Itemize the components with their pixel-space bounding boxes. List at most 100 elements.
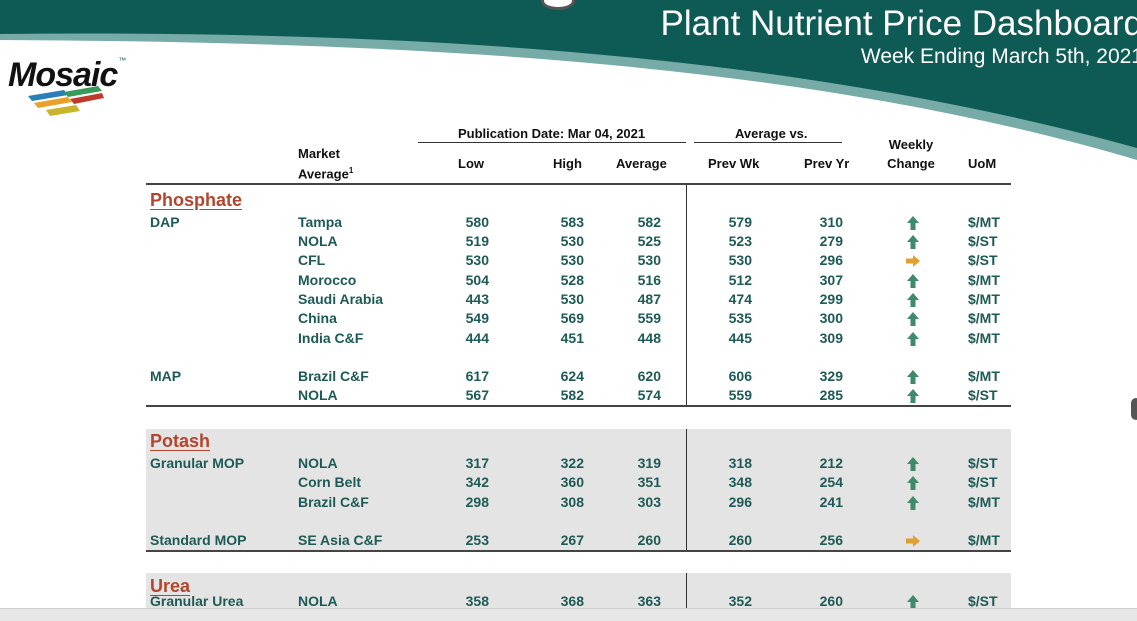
cell-product: Granular Urea — [150, 593, 244, 608]
cell-prev-yr: 309 — [819, 330, 843, 346]
cell-prev-yr: 241 — [819, 494, 843, 510]
cell-market: Saudi Arabia — [298, 291, 384, 307]
cell-low: 530 — [465, 252, 489, 268]
column-divider — [686, 429, 687, 550]
cell-prev-wk: 260 — [728, 532, 752, 548]
cell-average: 319 — [637, 455, 661, 471]
cell-average: 525 — [637, 233, 661, 249]
cell-prev-yr: 299 — [819, 291, 843, 307]
header-uom: UoM — [968, 156, 997, 171]
up-arrow-icon — [907, 293, 919, 307]
table-row: Morocco 504 528 516 512 307 $/MT — [146, 271, 1011, 290]
header-average-vs: Average vs. — [735, 126, 808, 141]
cell-high: 583 — [560, 214, 584, 230]
up-arrow-icon — [907, 370, 919, 384]
scroll-handle[interactable] — [1131, 398, 1137, 420]
header-high: High — [553, 156, 582, 171]
cell-low: 549 — [465, 310, 489, 326]
section-divider — [146, 550, 1011, 552]
cell-product: DAP — [150, 214, 180, 230]
cell-high: 267 — [560, 532, 584, 548]
cell-average: 559 — [637, 310, 661, 326]
page-title: Plant Nutrient Price Dashboard — [660, 4, 1137, 43]
average-vs-underline — [694, 142, 842, 143]
logo-stripes-icon — [28, 86, 104, 116]
header-publication-date: Publication Date: Mar 04, 2021 — [458, 126, 646, 141]
cell-market: Brazil C&F — [298, 368, 369, 384]
cell-low: 617 — [465, 368, 489, 384]
header-prev-yr: Prev Yr — [804, 156, 850, 171]
table-row: Standard MOP SE Asia C&F 253 267 260 260 256 $/… — [146, 531, 1011, 550]
cell-high: 528 — [560, 272, 584, 288]
cell-low: 342 — [465, 474, 489, 490]
cell-uom: $/MT — [968, 532, 1000, 548]
cell-prev-yr: 300 — [819, 310, 843, 326]
cell-prev-yr: 329 — [819, 368, 843, 384]
table-row: Saudi Arabia 443 530 487 474 299 $/MT — [146, 290, 1011, 309]
cell-low: 253 — [465, 532, 489, 548]
cell-uom: $/ST — [968, 252, 998, 268]
cell-uom: $/MT — [968, 214, 1000, 230]
cell-uom: $/ST — [968, 455, 998, 471]
section-phosphate: Phosphate — [146, 185, 1011, 407]
cell-product: MAP — [150, 368, 182, 384]
cell-prev-wk: 579 — [728, 214, 752, 230]
banner-dark-swoosh — [0, 0, 1137, 148]
cell-uom: $/ST — [968, 474, 998, 490]
cell-prev-yr: 279 — [819, 233, 843, 249]
cell-product: Standard MOP — [150, 532, 247, 548]
column-divider — [686, 185, 687, 405]
cell-average: 582 — [637, 214, 661, 230]
header-weekly: Weekly — [888, 137, 934, 152]
cell-high: 530 — [560, 233, 584, 249]
cell-market: NOLA — [298, 233, 338, 249]
cell-market: Brazil C&F — [298, 494, 369, 510]
cell-prev-yr: 212 — [819, 455, 843, 471]
header-average: Average — [616, 156, 667, 171]
cell-prev-yr: 296 — [819, 252, 843, 268]
cell-market: Morocco — [298, 272, 357, 288]
cell-high: 624 — [560, 368, 584, 384]
header-change: Change — [887, 156, 935, 171]
cell-prev-yr: 256 — [819, 532, 843, 548]
header-market-average: Market — [298, 146, 340, 161]
cell-prev-yr: 285 — [819, 387, 843, 403]
cell-market: Corn Belt — [298, 474, 361, 490]
column-divider — [686, 573, 687, 608]
cell-prev-wk: 318 — [728, 455, 752, 471]
up-arrow-icon — [907, 457, 919, 471]
cell-low: 580 — [465, 214, 489, 230]
cell-low: 504 — [465, 272, 489, 288]
cell-high: 582 — [560, 387, 584, 403]
cell-average: 303 — [637, 494, 661, 510]
cell-uom: $/MT — [968, 272, 1000, 288]
cell-low: 358 — [465, 593, 489, 608]
up-arrow-icon — [907, 235, 919, 249]
cell-uom: $/ST — [968, 593, 998, 608]
header-low: Low — [458, 156, 484, 171]
section-divider — [146, 405, 1011, 407]
cell-prev-wk: 535 — [728, 310, 752, 326]
bottom-scrollbar[interactable] — [0, 608, 1137, 621]
cell-market: CFL — [298, 252, 326, 268]
cell-uom: $/ST — [968, 387, 998, 403]
up-arrow-icon — [907, 476, 919, 490]
section-title-phosphate: Phosphate — [150, 190, 243, 210]
price-table: Market Average1 Publication Date: Mar 04… — [146, 120, 1011, 608]
up-arrow-icon — [907, 496, 919, 510]
cell-prev-wk: 530 — [728, 252, 752, 268]
up-arrow-icon — [907, 312, 919, 326]
cell-prev-wk: 348 — [728, 474, 752, 490]
table-row: Granular Urea NOLA 358 368 363 352 260 $/ST — [146, 592, 1011, 608]
cell-low: 519 — [465, 233, 489, 249]
cell-market: SE Asia C&F — [298, 532, 383, 548]
cell-high: 530 — [560, 252, 584, 268]
table-row: Granular MOP NOLA 317 322 319 318 212 $/ST — [146, 454, 1011, 473]
section-title-potash: Potash — [150, 431, 211, 451]
cell-high: 308 — [560, 494, 584, 510]
cell-high: 322 — [560, 455, 584, 471]
cell-high: 530 — [560, 291, 584, 307]
cell-average: 448 — [637, 330, 661, 346]
table-row: NOLA 519 530 525 523 279 $/ST — [146, 232, 1011, 251]
cell-uom: $/ST — [968, 233, 998, 249]
